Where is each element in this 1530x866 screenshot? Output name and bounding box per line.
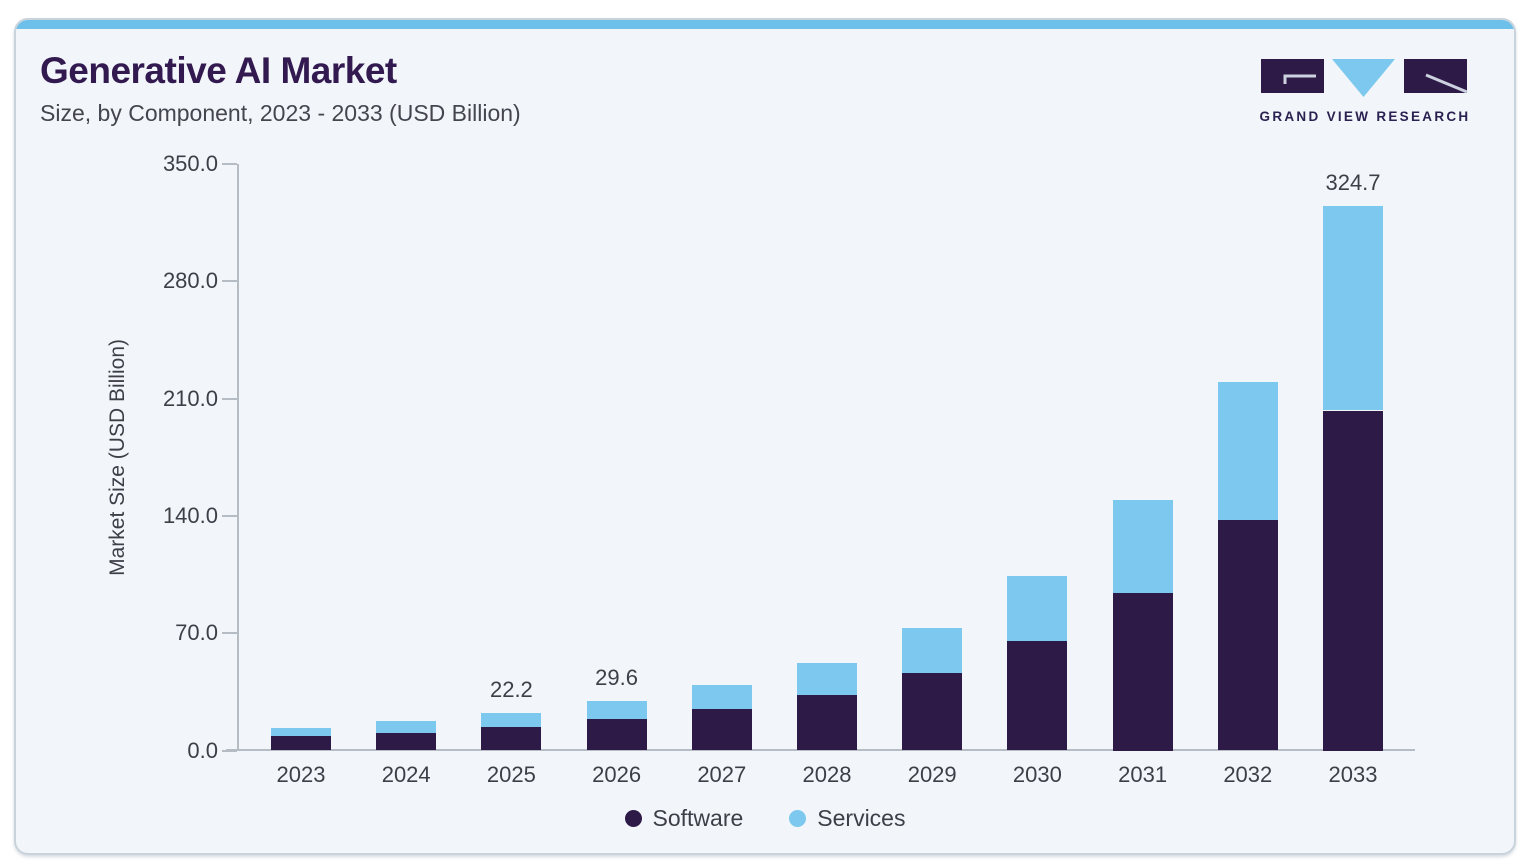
bar-2026-software xyxy=(586,718,647,751)
x-tick-label-2027: 2027 xyxy=(697,761,747,787)
x-tick-label-2031: 2031 xyxy=(1118,761,1168,787)
legend-item-services: Services xyxy=(789,805,905,832)
x-tick-label-2030: 2030 xyxy=(1012,761,1062,787)
legend-label-software: Software xyxy=(652,805,744,831)
chart-card xyxy=(14,18,1516,855)
bar-2030-software xyxy=(1007,641,1068,751)
bar-2025-software xyxy=(481,726,542,751)
bar-2028-software xyxy=(797,694,857,751)
card-top-accent xyxy=(16,20,1514,29)
y-tick-0.0 xyxy=(222,749,237,752)
legend-label-services: Services xyxy=(817,805,906,831)
y-axis-line xyxy=(237,164,239,751)
y-tick-350.0 xyxy=(222,163,237,165)
bar-total-label-2025: 22.2 xyxy=(489,677,533,703)
y-tick-label-140.0: 140.0 xyxy=(162,502,218,528)
x-tick-label-2032: 2032 xyxy=(1223,761,1273,787)
y-tick-label-210.0: 210.0 xyxy=(162,385,218,411)
bar-2026-services xyxy=(586,700,647,719)
bar-2025-services xyxy=(481,713,542,727)
x-tick-label-2024: 2024 xyxy=(381,761,431,787)
bar-2031-software xyxy=(1112,592,1173,751)
bar-2033-software xyxy=(1323,410,1383,751)
bar-2032-services xyxy=(1217,382,1278,521)
x-tick-label-2023: 2023 xyxy=(276,761,326,787)
bar-2028-services xyxy=(797,662,857,695)
y-tick-70.0 xyxy=(222,632,237,635)
x-tick-label-2028: 2028 xyxy=(802,761,852,787)
gvr-logo-icon xyxy=(1261,59,1468,97)
bar-2029-software xyxy=(902,672,963,751)
y-tick-label-70.0: 70.0 xyxy=(175,620,218,646)
x-tick-label-2029: 2029 xyxy=(907,761,957,787)
legend-dot-software xyxy=(624,810,642,827)
y-tick-label-280.0: 280.0 xyxy=(162,268,218,294)
y-tick-210.0 xyxy=(222,397,237,400)
y-tick-label-0.0: 0.0 xyxy=(187,737,218,763)
x-tick-label-2025: 2025 xyxy=(486,761,536,787)
bar-2023-services xyxy=(271,727,331,736)
grand-view-research-logo: GRAND VIEW RESEARCH xyxy=(1258,52,1472,124)
y-tick-140.0 xyxy=(222,514,237,517)
y-tick-280.0 xyxy=(222,280,237,283)
page-title: Generative AI Market xyxy=(40,50,397,91)
bar-2024-services xyxy=(376,720,437,733)
bar-2023-software xyxy=(271,735,331,751)
bar-total-label-2033: 324.7 xyxy=(1325,170,1381,196)
chart-legend: Software Services xyxy=(0,805,1530,832)
bar-2029-services xyxy=(902,627,963,673)
y-axis-title: Market Size (USD Billion) xyxy=(106,339,129,576)
legend-item-software: Software xyxy=(624,805,744,832)
bar-2030-services xyxy=(1007,575,1068,642)
bar-2027-software xyxy=(691,709,752,751)
bar-2027-services xyxy=(691,685,752,710)
bar-2031-services xyxy=(1112,500,1173,593)
bar-2032-software xyxy=(1217,520,1278,751)
gvr-logo-wordmark: GRAND VIEW RESEARCH xyxy=(1259,109,1471,124)
bar-2033-services xyxy=(1323,206,1383,411)
bar-2024-software xyxy=(376,732,437,751)
x-tick-label-2026: 2026 xyxy=(592,761,642,787)
bar-total-label-2026: 29.6 xyxy=(595,664,638,690)
page-subtitle: Size, by Component, 2023 - 2033 (USD Bil… xyxy=(40,100,521,126)
x-tick-label-2033: 2033 xyxy=(1328,761,1378,787)
y-tick-label-350.0: 350.0 xyxy=(162,151,218,176)
legend-dot-services xyxy=(789,810,807,827)
